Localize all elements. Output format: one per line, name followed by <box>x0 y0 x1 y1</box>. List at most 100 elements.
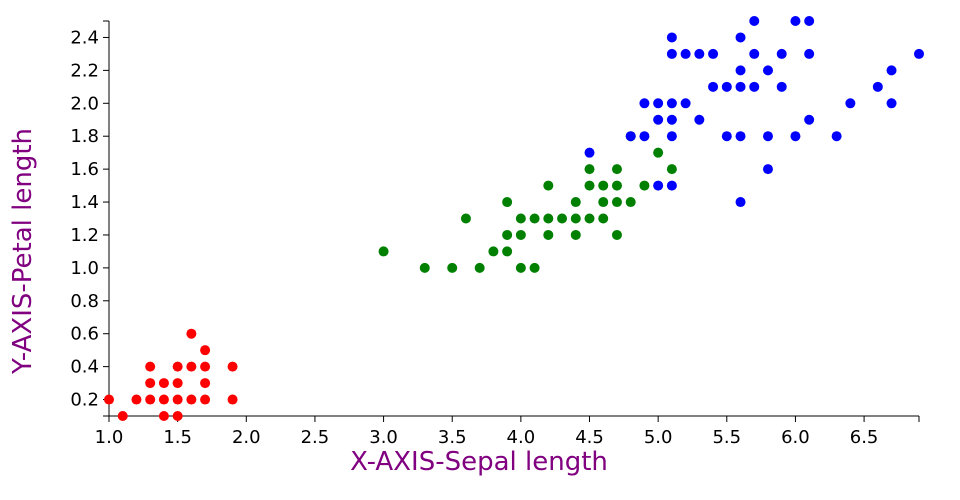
data-point-series-1 <box>145 378 156 389</box>
data-point-series-2 <box>584 213 595 224</box>
data-point-series-2 <box>570 213 581 224</box>
data-point-series-1 <box>172 411 183 421</box>
data-point-series-1 <box>104 394 114 405</box>
y-ticks: 0.2 0.4 0.6 0.8 1.0 1.2 1.4 1.6 1.8 2.0 2.2 2.4 <box>70 20 109 417</box>
data-point-series-2 <box>529 213 540 224</box>
x-tick-label: 3.0 <box>369 427 398 448</box>
data-point-series-3 <box>666 32 677 43</box>
data-point-series-3 <box>666 98 677 109</box>
data-point-series-2 <box>447 262 458 273</box>
x-ticks: 1.0 1.5 2.0 2.5 3.0 3.5 4.0 4.5 5.0 5.5 6.0 6.5 <box>95 416 920 448</box>
data-point-series-3 <box>735 197 746 208</box>
data-point-series-3 <box>735 65 746 76</box>
y-tick-label: 1.2 <box>70 225 99 246</box>
data-point-series-3 <box>749 48 760 59</box>
data-point-series-2 <box>474 262 485 273</box>
data-point-series-3 <box>804 16 815 26</box>
x-tick-label: 2.5 <box>301 427 330 448</box>
y-tick-label: 1.0 <box>70 258 99 279</box>
data-point-series-2 <box>611 180 622 191</box>
data-point-series-2 <box>570 229 581 240</box>
data-point-series-3 <box>680 48 691 59</box>
data-point-series-3 <box>886 98 897 109</box>
data-point-series-2 <box>543 229 554 240</box>
axes: 1.0 1.5 2.0 2.5 3.0 3.5 4.0 4.5 5.0 5.5 6.0 6.5 0.2… <box>70 20 920 448</box>
data-point-series-3 <box>762 164 773 175</box>
data-point-series-2 <box>611 197 622 208</box>
data-point-series-3 <box>680 98 691 109</box>
data-point-series-2 <box>543 213 554 224</box>
data-point-series-3 <box>653 114 664 125</box>
data-point-series-3 <box>762 131 773 142</box>
data-point-series-1 <box>186 394 197 405</box>
data-point-series-3 <box>776 81 787 92</box>
data-point-series-2 <box>557 213 568 224</box>
data-point-series-2 <box>460 213 471 224</box>
data-point-series-2 <box>625 197 636 208</box>
x-axis-label: X-AXIS-Sepal length <box>350 447 608 477</box>
data-point-series-3 <box>749 81 760 92</box>
data-point-series-2 <box>584 180 595 191</box>
y-tick-label: 0.8 <box>70 291 99 312</box>
data-point-series-3 <box>831 131 842 142</box>
data-point-series-3 <box>845 98 856 109</box>
y-tick-label: 2.0 <box>70 93 99 114</box>
data-point-series-2 <box>419 262 430 273</box>
data-point-series-3 <box>625 131 636 142</box>
data-point-series-1 <box>227 361 238 372</box>
data-point-series-3 <box>639 131 650 142</box>
data-point-series-1 <box>145 361 156 372</box>
data-point-series-1 <box>172 361 183 372</box>
data-point-series-1 <box>131 394 142 405</box>
x-tick-label: 4.0 <box>507 427 536 448</box>
data-point-series-3 <box>914 48 924 59</box>
x-tick-label: 6.0 <box>781 427 810 448</box>
data-point-series-2 <box>543 180 554 191</box>
y-tick-label: 1.8 <box>70 126 99 147</box>
data-point-series-2 <box>502 229 513 240</box>
data-point-series-2 <box>653 147 664 158</box>
y-tick-label: 0.2 <box>70 390 99 411</box>
data-point-series-2 <box>598 180 609 191</box>
data-point-series-3 <box>666 114 677 125</box>
x-tick-label: 2.0 <box>232 427 261 448</box>
data-point-series-3 <box>721 81 732 92</box>
x-tick-label: 6.5 <box>850 427 879 448</box>
data-point-series-1 <box>200 394 211 405</box>
data-point-series-1 <box>227 394 238 405</box>
data-point-series-1 <box>158 394 169 405</box>
data-point-series-1 <box>158 378 169 389</box>
data-point-series-2 <box>488 246 499 257</box>
x-tick-label: 1.5 <box>163 427 192 448</box>
data-point-series-1 <box>200 361 211 372</box>
data-point-series-3 <box>886 65 897 76</box>
data-point-series-2 <box>639 180 650 191</box>
data-point-series-3 <box>790 131 801 142</box>
data-point-series-3 <box>776 48 787 59</box>
x-tick-label: 1.0 <box>95 427 124 448</box>
y-tick-label: 1.4 <box>70 192 99 213</box>
data-point-series-1 <box>117 411 128 421</box>
data-point-series-3 <box>653 98 664 109</box>
data-point-series-3 <box>804 114 815 125</box>
data-point-series-1 <box>172 394 183 405</box>
x-tick-label: 5.5 <box>712 427 741 448</box>
data-point-series-1 <box>145 394 156 405</box>
data-point-series-2 <box>570 197 581 208</box>
data-point-series-2 <box>502 197 513 208</box>
data-point-series-3 <box>708 48 719 59</box>
y-tick-label: 0.6 <box>70 324 99 345</box>
data-point-series-1 <box>186 361 197 372</box>
data-point-series-3 <box>762 65 773 76</box>
y-tick-label: 2.4 <box>70 27 99 48</box>
data-point-series-3 <box>694 114 705 125</box>
data-point-series-3 <box>666 48 677 59</box>
data-point-series-3 <box>666 180 677 191</box>
data-point-series-2 <box>598 213 609 224</box>
data-points <box>104 16 924 421</box>
data-point-series-3 <box>584 147 595 158</box>
data-point-series-2 <box>611 229 622 240</box>
data-point-series-2 <box>529 262 540 273</box>
data-point-series-1 <box>200 378 211 389</box>
